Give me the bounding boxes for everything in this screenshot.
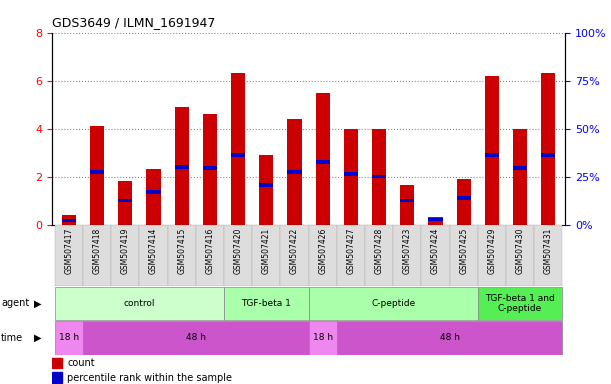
Bar	[231, 153, 245, 157]
Text: GSM507429: GSM507429	[488, 228, 496, 274]
Text: GDS3649 / ILMN_1691947: GDS3649 / ILMN_1691947	[52, 16, 215, 29]
Bar	[147, 190, 161, 194]
Text: 18 h: 18 h	[59, 333, 79, 343]
Bar	[224, 225, 252, 286]
Text: GSM507426: GSM507426	[318, 228, 327, 274]
Bar	[196, 225, 224, 286]
Bar	[309, 321, 337, 354]
Text: GSM507414: GSM507414	[149, 228, 158, 274]
Bar	[506, 225, 534, 286]
Bar	[365, 225, 393, 286]
Bar	[541, 153, 555, 157]
Text: GSM507418: GSM507418	[92, 228, 101, 274]
Bar	[344, 129, 358, 225]
Text: ▶: ▶	[34, 298, 41, 308]
Bar	[456, 179, 470, 225]
Text: TGF-beta 1: TGF-beta 1	[241, 299, 291, 308]
Bar	[259, 155, 273, 225]
Bar	[203, 166, 217, 170]
Bar	[316, 93, 330, 225]
Bar	[62, 215, 76, 225]
Bar	[224, 287, 309, 320]
Text: GSM507416: GSM507416	[205, 228, 214, 274]
Bar	[372, 129, 386, 225]
Bar	[456, 197, 470, 200]
Bar	[62, 218, 76, 222]
Bar	[478, 287, 562, 320]
Bar	[55, 321, 83, 354]
Bar	[400, 185, 414, 225]
Text: GSM507428: GSM507428	[375, 228, 384, 274]
Text: GSM507431: GSM507431	[544, 228, 553, 274]
Text: GSM507422: GSM507422	[290, 228, 299, 274]
Text: TGF-beta 1 and
C-peptide: TGF-beta 1 and C-peptide	[485, 294, 555, 313]
Bar	[428, 217, 442, 225]
Bar	[541, 73, 555, 225]
Text: time: time	[1, 333, 23, 343]
Bar	[259, 183, 273, 187]
Text: GSM507419: GSM507419	[121, 228, 130, 274]
Bar	[83, 321, 309, 354]
Text: control: control	[123, 299, 155, 308]
Bar	[450, 225, 478, 286]
Text: GSM507417: GSM507417	[64, 228, 73, 274]
Bar	[287, 119, 301, 225]
Bar	[280, 225, 309, 286]
Bar	[534, 225, 562, 286]
Bar	[203, 114, 217, 225]
Bar	[147, 169, 161, 225]
Bar	[90, 126, 104, 225]
Text: GSM507421: GSM507421	[262, 228, 271, 274]
Bar	[55, 225, 83, 286]
Text: GSM507427: GSM507427	[346, 228, 356, 274]
Bar	[287, 170, 301, 174]
Text: agent: agent	[1, 298, 29, 308]
Bar	[55, 287, 224, 320]
Bar	[422, 225, 450, 286]
Bar	[309, 287, 478, 320]
Bar	[513, 129, 527, 225]
Text: 18 h: 18 h	[313, 333, 333, 343]
Bar	[118, 182, 133, 225]
Text: 48 h: 48 h	[439, 333, 459, 343]
Bar	[52, 358, 62, 368]
Text: ▶: ▶	[34, 333, 41, 343]
Bar	[337, 321, 562, 354]
Bar	[52, 372, 62, 382]
Text: count: count	[67, 358, 95, 368]
Bar	[428, 218, 442, 221]
Bar	[337, 225, 365, 286]
Bar	[344, 172, 358, 176]
Bar	[139, 225, 167, 286]
Bar	[400, 199, 414, 202]
Bar	[167, 225, 196, 286]
Bar	[309, 225, 337, 286]
Bar	[393, 225, 422, 286]
Bar	[175, 165, 189, 169]
Text: GSM507424: GSM507424	[431, 228, 440, 274]
Bar	[513, 166, 527, 170]
Bar	[90, 170, 104, 174]
Text: percentile rank within the sample: percentile rank within the sample	[67, 372, 232, 383]
Bar	[372, 175, 386, 179]
Bar	[252, 225, 280, 286]
Text: C-peptide: C-peptide	[371, 299, 415, 308]
Text: GSM507420: GSM507420	[233, 228, 243, 274]
Text: GSM507430: GSM507430	[516, 228, 525, 274]
Text: GSM507423: GSM507423	[403, 228, 412, 274]
Text: GSM507425: GSM507425	[459, 228, 468, 274]
Bar	[231, 73, 245, 225]
Text: 48 h: 48 h	[186, 333, 206, 343]
Bar	[478, 225, 506, 286]
Text: GSM507415: GSM507415	[177, 228, 186, 274]
Bar	[111, 225, 139, 286]
Bar	[175, 107, 189, 225]
Bar	[83, 225, 111, 286]
Bar	[485, 153, 499, 157]
Bar	[118, 199, 133, 202]
Bar	[485, 76, 499, 225]
Bar	[316, 161, 330, 164]
